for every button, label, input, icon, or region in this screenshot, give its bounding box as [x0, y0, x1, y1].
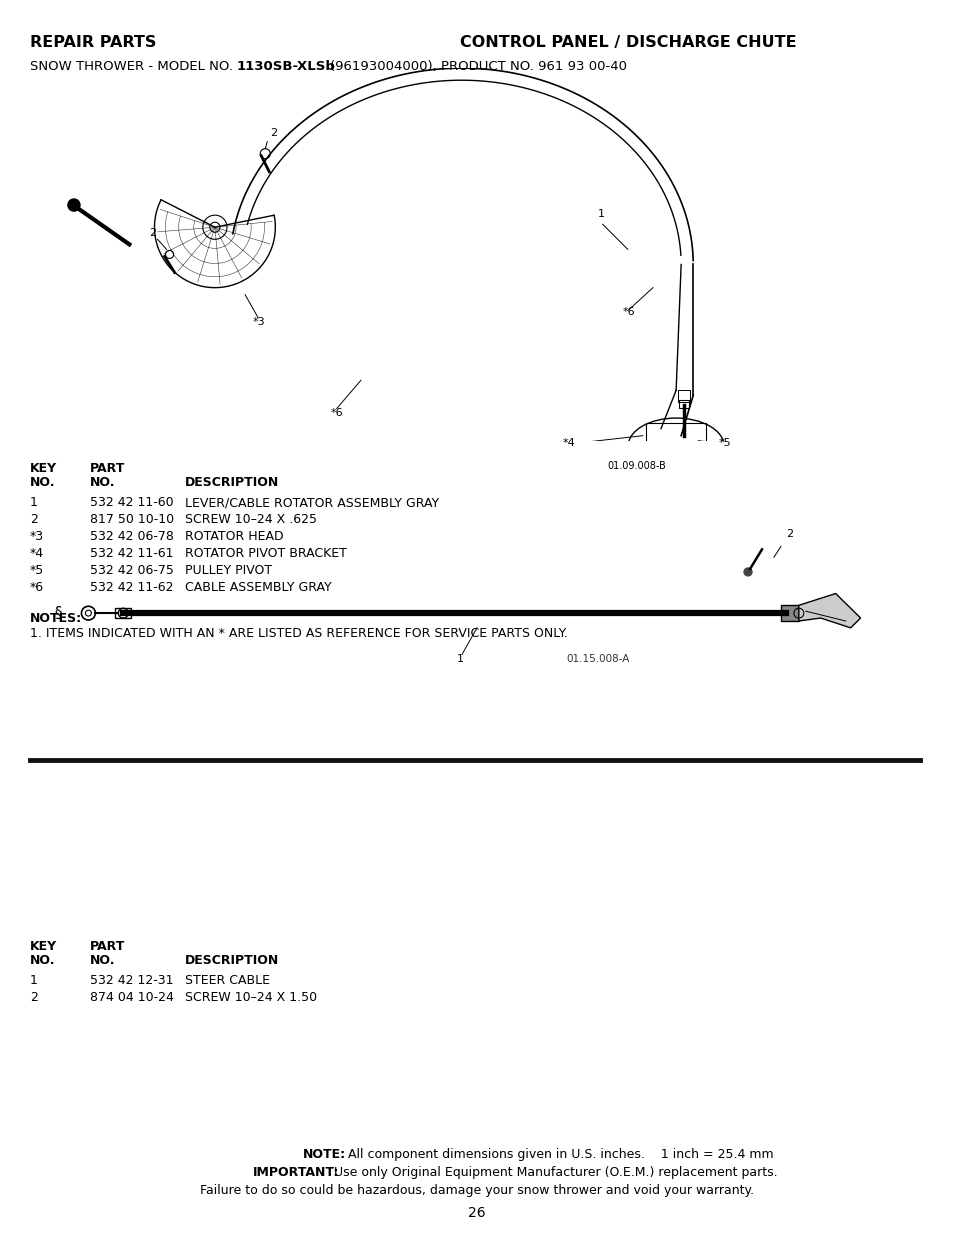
Text: 532 42 11-60: 532 42 11-60: [90, 496, 173, 509]
Text: *4: *4: [30, 547, 44, 559]
Text: 532 42 06-78: 532 42 06-78: [90, 530, 173, 543]
Text: 532 42 06-75: 532 42 06-75: [90, 564, 173, 577]
Text: Use only Original Equipment Manufacturer (O.E.M.) replacement parts.: Use only Original Equipment Manufacturer…: [330, 1166, 777, 1179]
Text: REPAIR PARTS: REPAIR PARTS: [30, 35, 156, 49]
Text: 1: 1: [30, 974, 38, 987]
Text: NO.: NO.: [90, 953, 115, 967]
Text: NOTE:: NOTE:: [303, 1149, 346, 1161]
Text: SCREW 10–24 X 1.50: SCREW 10–24 X 1.50: [185, 990, 316, 1004]
Text: (96193004000), PRODUCT NO. 961 93 00-40: (96193004000), PRODUCT NO. 961 93 00-40: [330, 61, 626, 73]
Text: 01.09.008-B: 01.09.008-B: [607, 461, 666, 471]
Text: 2: 2: [270, 127, 277, 137]
Text: All component dimensions given in U.S. inches.    1 inch = 25.4 mm: All component dimensions given in U.S. i…: [339, 1149, 773, 1161]
Text: 1130SB-XLSb: 1130SB-XLSb: [236, 61, 335, 73]
Text: 2: 2: [30, 990, 38, 1004]
Text: DESCRIPTION: DESCRIPTION: [185, 475, 279, 489]
Text: 01.15.008-A: 01.15.008-A: [566, 655, 629, 664]
Text: 2: 2: [30, 513, 38, 526]
Text: 1: 1: [30, 496, 38, 509]
Polygon shape: [798, 594, 860, 627]
Text: *3: *3: [252, 317, 265, 327]
Text: NO.: NO.: [30, 475, 55, 489]
Text: CABLE ASSEMBLY GRAY: CABLE ASSEMBLY GRAY: [185, 580, 332, 594]
Text: KEY: KEY: [30, 462, 57, 475]
Bar: [781, 605, 798, 621]
Text: 26: 26: [468, 1207, 485, 1220]
Text: 1: 1: [456, 655, 463, 664]
Text: 532 42 11-61: 532 42 11-61: [90, 547, 173, 559]
Text: *6: *6: [622, 306, 635, 317]
Text: NO.: NO.: [30, 953, 55, 967]
Bar: [678, 390, 689, 403]
Text: *4: *4: [561, 437, 575, 448]
Text: 2: 2: [150, 228, 156, 238]
Text: SNOW THROWER - MODEL NO.: SNOW THROWER - MODEL NO.: [30, 61, 237, 73]
Bar: [115, 608, 132, 618]
Text: 817 50 10-10: 817 50 10-10: [90, 513, 174, 526]
Text: STEER CABLE: STEER CABLE: [185, 974, 270, 987]
Text: CONTROL PANEL / DISCHARGE CHUTE: CONTROL PANEL / DISCHARGE CHUTE: [459, 35, 796, 49]
Text: 532 42 11-62: 532 42 11-62: [90, 580, 173, 594]
Text: PART: PART: [90, 462, 125, 475]
Text: PULLEY PIVOT: PULLEY PIVOT: [185, 564, 272, 577]
Text: KEY: KEY: [30, 940, 57, 953]
Text: NOTES:: NOTES:: [30, 613, 82, 625]
Text: DESCRIPTION: DESCRIPTION: [185, 953, 279, 967]
Text: 1. ITEMS INDICATED WITH AN * ARE LISTED AS REFERENCE FOR SERVICE PARTS ONLY.: 1. ITEMS INDICATED WITH AN * ARE LISTED …: [30, 627, 567, 640]
Text: *5: *5: [718, 437, 730, 448]
Text: *6: *6: [30, 580, 44, 594]
Text: ROTATOR PIVOT BRACKET: ROTATOR PIVOT BRACKET: [185, 547, 347, 559]
Text: 532 42 12-31: 532 42 12-31: [90, 974, 173, 987]
Text: LEVER/CABLE ROTATOR ASSEMBLY GRAY: LEVER/CABLE ROTATOR ASSEMBLY GRAY: [185, 496, 438, 509]
Bar: [679, 400, 688, 409]
Bar: [645, 422, 705, 442]
Text: 2: 2: [785, 529, 792, 538]
Circle shape: [743, 568, 751, 576]
Text: §: §: [54, 605, 62, 621]
Text: ROTATOR HEAD: ROTATOR HEAD: [185, 530, 283, 543]
Text: NO.: NO.: [90, 475, 115, 489]
Text: 874 04 10-24: 874 04 10-24: [90, 990, 173, 1004]
Circle shape: [68, 199, 80, 211]
Text: *3: *3: [30, 530, 44, 543]
Text: *5: *5: [30, 564, 44, 577]
Text: PART: PART: [90, 940, 125, 953]
Text: *6: *6: [331, 408, 343, 417]
Text: IMPORTANT:: IMPORTANT:: [253, 1166, 339, 1179]
Text: 1: 1: [597, 209, 604, 219]
Text: SCREW 10–24 X .625: SCREW 10–24 X .625: [185, 513, 316, 526]
Text: Failure to do so could be hazardous, damage your snow thrower and void your warr: Failure to do so could be hazardous, dam…: [200, 1184, 753, 1197]
